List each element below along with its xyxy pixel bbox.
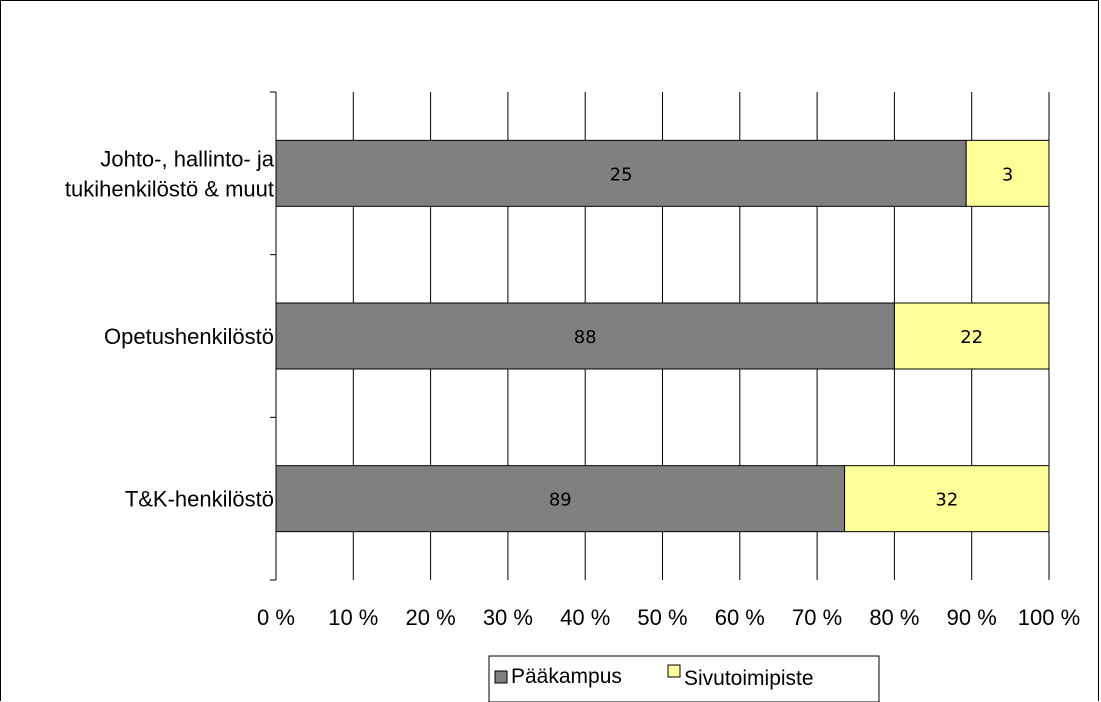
- category-label: Johto-, hallinto- ja: [100, 146, 274, 171]
- data-label: 25: [610, 164, 633, 185]
- data-label: 3: [1002, 164, 1013, 185]
- bar-sivutoimipiste: [893, 302, 1050, 370]
- legend-label[interactable]: Pääkampus: [511, 665, 622, 688]
- x-tick-label: 70 %: [792, 605, 842, 630]
- bar-pääkampus: [275, 139, 967, 207]
- bar-pääkampus: [275, 465, 846, 533]
- data-label: 32: [935, 490, 958, 511]
- x-tick-label: 30 %: [483, 605, 533, 630]
- legend[interactable]: Pääkampus Sivutoimipiste: [488, 655, 880, 702]
- data-label: 89: [549, 490, 572, 511]
- x-tick-label: 80 %: [869, 605, 919, 630]
- legend-swatch[interactable]: [494, 670, 508, 684]
- bar-sivutoimipiste: [965, 139, 1050, 207]
- category-labels: Johto-, hallinto- ja tukihenkilöstö & muu…: [65, 146, 275, 511]
- category-label: T&K-henkilöstö: [125, 487, 274, 512]
- data-label: 22: [960, 327, 983, 348]
- x-tick-label: 90 %: [947, 605, 997, 630]
- category-label: tukihenkilöstö & muut: [65, 176, 274, 201]
- x-tick-label: 100 %: [1018, 605, 1080, 630]
- x-tick-label: 0 %: [257, 605, 295, 630]
- category-label: Opetushenkilöstö: [104, 324, 274, 349]
- legend-box: [488, 655, 880, 702]
- axes: [270, 91, 277, 581]
- x-tick-label: 60 %: [715, 605, 765, 630]
- bars: 25 3 88 22 89 32: [275, 139, 1050, 533]
- bar-sivutoimipiste: [844, 465, 1050, 533]
- x-tick-label: 10 %: [328, 605, 378, 630]
- x-tick-label: 20 %: [406, 605, 456, 630]
- legend-swatch[interactable]: [667, 664, 681, 678]
- legend-label[interactable]: Sivutoimipiste: [684, 667, 814, 690]
- x-tick-labels: 0 % 10 % 20 % 30 % 40 % 50 % 60 % 70 % 80 % 90 % 1…: [257, 605, 1080, 630]
- data-label: 88: [574, 327, 597, 348]
- x-tick-label: 50 %: [637, 605, 687, 630]
- x-tick-label: 40 %: [560, 605, 610, 630]
